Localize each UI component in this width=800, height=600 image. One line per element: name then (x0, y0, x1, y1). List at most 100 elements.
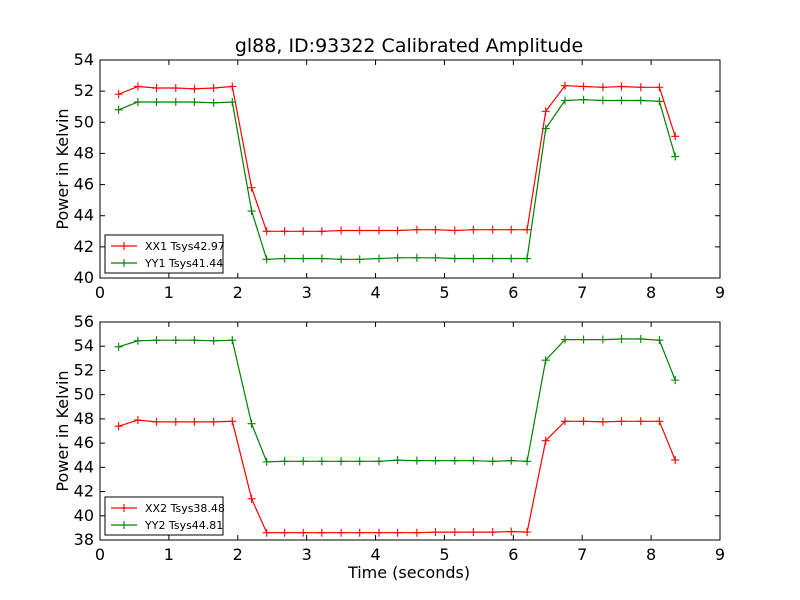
data-point-marker (262, 255, 271, 264)
axes-frame (99, 59, 721, 279)
legend-marker (120, 242, 128, 250)
data-point-marker (133, 416, 142, 425)
y-tick-label: 46 (74, 175, 94, 194)
data-point-marker (337, 255, 346, 264)
data-point-marker (598, 96, 607, 105)
data-point-marker (280, 457, 289, 466)
axes-frame (99, 321, 721, 541)
data-point-marker (507, 254, 516, 263)
data-point-marker (541, 356, 550, 365)
data-point-marker (209, 84, 218, 93)
data-point-marker (541, 107, 550, 116)
data-point-marker (671, 456, 680, 465)
x-tick-label: 7 (577, 545, 587, 564)
data-point-marker (636, 96, 645, 105)
x-tick-label: 1 (164, 545, 174, 564)
data-point-marker (152, 417, 161, 426)
data-point-marker (228, 417, 237, 426)
data-point-marker (617, 96, 626, 105)
data-point-marker (337, 528, 346, 537)
data-point-marker (228, 336, 237, 345)
legend-label: YY2 Tsys44.81 (144, 519, 223, 532)
data-point-marker (450, 254, 459, 263)
data-point-marker (671, 152, 680, 161)
data-point-marker (450, 226, 459, 235)
legend-marker (120, 521, 128, 529)
data-point-marker (355, 226, 364, 235)
data-point-marker (337, 226, 346, 235)
x-tick-label: 9 (715, 545, 725, 564)
y-tick-label: 50 (74, 112, 94, 131)
data-point-marker (431, 528, 440, 537)
data-point-marker (152, 84, 161, 93)
y-tick-label: 46 (74, 433, 94, 452)
x-tick-label: 5 (439, 545, 449, 564)
data-point-marker (523, 528, 532, 537)
data-point-marker (598, 83, 607, 92)
data-point-marker (209, 417, 218, 426)
data-point-marker (133, 98, 142, 107)
x-tick-label: 5 (439, 283, 449, 302)
data-point-marker (523, 457, 532, 466)
data-point-marker (450, 456, 459, 465)
data-point-marker (355, 528, 364, 537)
data-point-marker (655, 336, 664, 345)
data-point-marker (393, 456, 402, 465)
y-tick-label: 48 (74, 143, 94, 162)
x-tick-label: 8 (646, 545, 656, 564)
data-point-marker (262, 528, 271, 537)
data-point-marker (598, 417, 607, 426)
data-point-marker (488, 528, 497, 537)
data-point-marker (171, 336, 180, 345)
data-point-marker (523, 225, 532, 234)
data-point-marker (299, 227, 308, 236)
data-point-marker (636, 417, 645, 426)
y-tick-label: 54 (74, 50, 94, 69)
legend-label: YY1 Tsys41.44 (144, 257, 223, 270)
data-point-marker (114, 422, 123, 431)
y-axis-label: Power in Kelvin (53, 370, 72, 491)
data-point-marker (190, 98, 199, 107)
data-point-marker (317, 227, 326, 236)
y-tick-label: 52 (74, 81, 94, 100)
y-tick-label: 38 (74, 530, 94, 549)
data-point-marker (114, 342, 123, 351)
data-point-marker (561, 417, 569, 426)
data-point-marker (337, 457, 346, 466)
data-point-marker (579, 95, 588, 104)
legend-label: XX1 Tsys42.97 (145, 240, 225, 253)
y-tick-label: 52 (74, 360, 94, 379)
data-point-marker (579, 335, 588, 344)
series-1 (114, 81, 680, 236)
data-point-marker (561, 81, 569, 90)
x-tick-label: 3 (302, 283, 312, 302)
x-tick-label: 7 (577, 283, 587, 302)
data-point-marker (412, 225, 421, 234)
data-point-marker (262, 457, 271, 466)
data-point-marker (171, 417, 180, 426)
data-point-marker (317, 528, 326, 537)
data-point-marker (617, 417, 626, 426)
data-point-marker (299, 254, 308, 263)
y-tick-label: 42 (74, 482, 94, 501)
data-point-marker (209, 336, 218, 345)
y-tick-label: 50 (74, 385, 94, 404)
data-point-marker (561, 96, 569, 105)
legend-marker (120, 259, 128, 267)
data-point-marker (412, 456, 421, 465)
y-tick-label: 48 (74, 409, 94, 428)
legend: XX1 Tsys42.97 YY1 Tsys41.44 (104, 234, 225, 274)
data-point-marker (636, 83, 645, 92)
data-point-marker (317, 457, 326, 466)
x-tick-label: 0 (95, 283, 105, 302)
data-point-marker (655, 417, 664, 426)
data-point-marker (469, 456, 478, 465)
series-2 (114, 95, 680, 264)
x-tick-label: 4 (370, 545, 380, 564)
data-point-marker (579, 82, 588, 91)
y-tick-label: 40 (74, 506, 94, 525)
data-point-marker (152, 98, 161, 107)
data-point-marker (507, 527, 516, 536)
data-point-marker (617, 334, 626, 343)
